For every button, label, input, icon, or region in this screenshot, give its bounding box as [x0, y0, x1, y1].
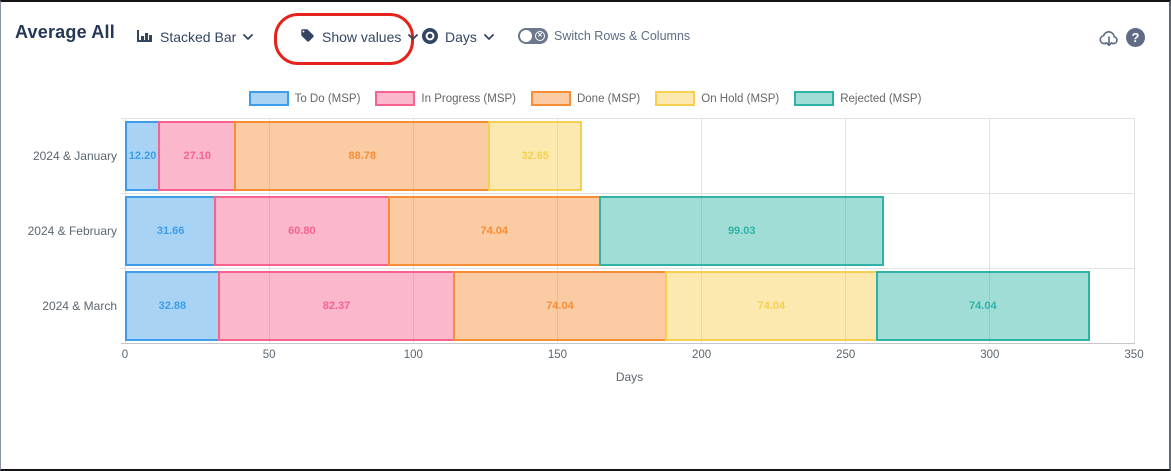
gridline-vertical — [412, 118, 414, 343]
bar-segment[interactable]: 74.04 — [664, 270, 879, 341]
legend-label: Done (MSP) — [576, 92, 641, 105]
legend-item[interactable]: Rejected (MSP) — [794, 91, 921, 106]
y-axis-category-label: 2024 & January — [32, 148, 117, 163]
gridline-vertical — [845, 118, 847, 343]
page-title: Average All — [15, 22, 115, 42]
gridline-vertical — [556, 118, 558, 343]
chart-type-dropdown[interactable]: Stacked Bar — [136, 27, 254, 47]
legend-item[interactable]: Done (MSP) — [530, 91, 641, 106]
legend-swatch-icon — [375, 91, 416, 106]
legend-swatch-icon — [794, 91, 835, 106]
bar-segment[interactable]: 74.04 — [453, 270, 667, 341]
chevron-down-icon — [484, 34, 494, 40]
gridline-horizontal — [121, 268, 1135, 269]
bar-row: 12.20 27.10 88.78 32.65 — [125, 120, 583, 191]
x-axis-tick-label: 250 — [836, 349, 856, 361]
x-axis-tick-label: 150 — [547, 349, 568, 361]
gridline-horizontal — [121, 343, 1135, 344]
disc-icon — [422, 27, 438, 47]
legend-swatch-icon — [248, 91, 289, 106]
bar-segment[interactable]: 27.10 — [158, 120, 237, 191]
cloud-download-icon — [1099, 31, 1118, 47]
bar-segment[interactable]: 31.66 — [125, 195, 217, 266]
bar-segment-value-label: 74.04 — [480, 224, 509, 237]
toggle-x-icon: ✕ — [535, 31, 545, 41]
gridline-horizontal — [121, 118, 1135, 119]
bar-segment-value-label: 60.80 — [288, 224, 316, 237]
x-axis-tick-label: 350 — [1124, 349, 1144, 361]
question-mark-icon: ? — [1126, 28, 1145, 47]
bar-segment-value-label: 12.20 — [128, 149, 157, 162]
legend-label: On Hold (MSP) — [701, 92, 780, 105]
bar-segment[interactable]: 74.04 — [387, 195, 601, 266]
bar-segment[interactable]: 99.03 — [598, 195, 885, 266]
bar-segment[interactable]: 32.88 — [125, 270, 220, 341]
chevron-down-icon — [408, 34, 419, 40]
bar-segment-value-label: 32.88 — [158, 299, 187, 312]
legend-swatch-icon — [655, 91, 696, 106]
bar-segment-value-label: 74.04 — [757, 299, 786, 312]
bar-segment-value-label: 99.03 — [727, 224, 756, 237]
legend-label: To Do (MSP) — [294, 92, 361, 105]
x-axis-tick-label: 50 — [262, 349, 276, 361]
x-axis-tick-label: 300 — [980, 349, 1000, 361]
legend-item[interactable]: In Progress (MSP) — [375, 91, 516, 106]
y-axis-category-label: 2024 & March — [42, 298, 117, 313]
legend-item[interactable]: To Do (MSP) — [248, 91, 361, 106]
show-values-label: Show values — [322, 29, 402, 45]
tag-icon — [300, 28, 315, 46]
bar-segment[interactable]: 82.37 — [217, 270, 456, 341]
help-button[interactable]: ? — [1126, 28, 1145, 47]
gridline-vertical — [1133, 118, 1135, 343]
show-values-dropdown[interactable]: Show values — [300, 27, 419, 47]
bar-segment-value-label: 74.04 — [546, 299, 574, 312]
gridline-horizontal — [121, 193, 1135, 194]
bar-segment[interactable]: 60.80 — [214, 195, 390, 266]
legend-label: Rejected (MSP) — [840, 92, 922, 105]
chevron-down-icon — [243, 34, 254, 40]
legend-swatch-icon — [530, 91, 571, 106]
x-axis-tick-label: 100 — [403, 349, 423, 361]
bar-segment-value-label: 88.78 — [348, 149, 377, 162]
bar-row: 31.66 60.80 74.04 99.03 — [125, 195, 885, 266]
bar-segment[interactable]: 74.04 — [876, 270, 1090, 341]
toggle-knob — [520, 30, 532, 42]
bar-segment[interactable]: 12.20 — [125, 120, 161, 191]
legend-item[interactable]: On Hold (MSP) — [655, 91, 779, 106]
bar-segment-value-label: 31.66 — [156, 224, 185, 237]
bar-segment-value-label: 27.10 — [183, 149, 211, 162]
unit-dropdown[interactable]: Days — [422, 27, 494, 47]
gridline-vertical — [989, 118, 991, 343]
chart-legend: To Do (MSP) In Progress (MSP) Done (MSP) On… — [1, 91, 1169, 106]
unit-label: Days — [445, 29, 477, 45]
bar-row: 32.88 82.37 74.04 74.04 74.04 — [125, 270, 1090, 341]
export-download-button[interactable] — [1098, 27, 1120, 54]
bar-segment[interactable]: 88.78 — [234, 120, 491, 191]
switch-rows-columns-label: Switch Rows & Columns — [554, 29, 691, 43]
x-axis-title: Days — [615, 370, 644, 384]
gridline-vertical — [268, 118, 270, 343]
gridline-vertical — [701, 118, 703, 343]
legend-label: In Progress (MSP) — [421, 92, 516, 105]
chart-type-label: Stacked Bar — [160, 29, 237, 45]
x-axis-tick-label: 0 — [121, 349, 129, 361]
bar-segment-value-label: 82.37 — [322, 299, 351, 312]
y-axis-category-label: 2024 & February — [27, 223, 117, 238]
bar-segment[interactable]: 32.65 — [488, 120, 583, 191]
x-axis-tick-label: 200 — [691, 349, 712, 361]
bar-segment-value-label: 74.04 — [969, 299, 997, 312]
bar-segment-value-label: 32.65 — [521, 149, 550, 162]
switch-rows-columns-toggle[interactable]: ✕ — [518, 28, 548, 44]
stacked-bar-icon — [136, 28, 153, 47]
